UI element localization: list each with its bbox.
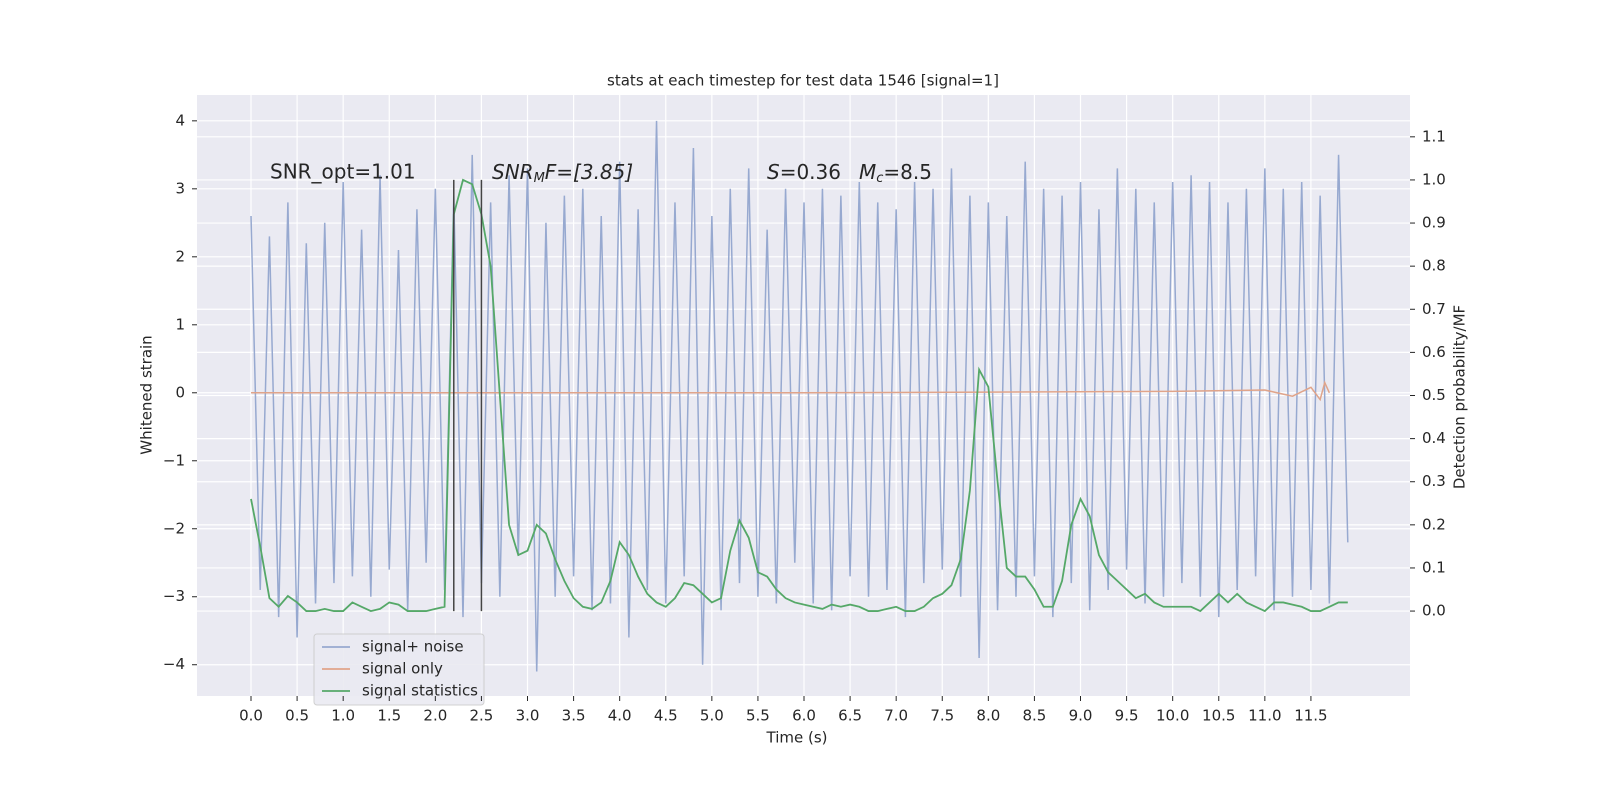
x-tick-label: 8.5	[1022, 707, 1046, 725]
legend-label: signal statistics	[362, 682, 478, 700]
legend-label: signal+ noise	[362, 638, 464, 656]
y-tick-label: 1	[175, 315, 185, 333]
x-tick-label: 2.5	[469, 707, 493, 725]
y2-tick-label: 0.4	[1422, 429, 1446, 447]
y-tick-label: 2	[175, 247, 185, 265]
y-tick-label: −4	[163, 655, 185, 673]
x-tick-label: 6.0	[792, 707, 816, 725]
x-tick-label: 6.5	[838, 707, 862, 725]
x-tick-label: 1.0	[331, 707, 355, 725]
annotation-part: c	[876, 171, 883, 186]
y2-tick-label: 0.5	[1422, 386, 1446, 404]
x-tick-label: 11.5	[1294, 707, 1327, 725]
x-tick-label: 3.0	[516, 707, 540, 725]
series-line	[251, 380, 1331, 402]
y-tick-label: 3	[175, 179, 185, 197]
y2-tick-label: 1.0	[1422, 170, 1446, 188]
x-tick-label: 9.5	[1115, 707, 1139, 725]
x-tick-label: 1.5	[377, 707, 401, 725]
annotation: S=0.36	[767, 160, 841, 184]
y2-tick-label: 0.9	[1422, 214, 1446, 232]
marks	[250, 120, 1349, 672]
x-tick-label: 10.5	[1202, 707, 1235, 725]
x-tick-label: 0.0	[239, 707, 263, 725]
legend: signal+ noise signal only signal statistic…	[313, 633, 485, 706]
y-tick-label: 0	[175, 383, 185, 401]
x-tick-label: 10.0	[1156, 707, 1189, 725]
y2-tick-label: 0.8	[1422, 257, 1446, 275]
y-tick-label: −2	[163, 519, 185, 537]
x-axis-label: Time (s)	[766, 729, 828, 747]
annotation-part: SNR	[492, 160, 534, 184]
annotation: SNR_opt=1.01	[270, 160, 416, 184]
annotation: Mc=8.5	[859, 160, 932, 186]
x-tick-label: 2.0	[423, 707, 447, 725]
legend-label: signal only	[362, 660, 443, 678]
x-tick-label: 5.0	[700, 707, 724, 725]
y-tick-label: −1	[163, 451, 185, 469]
y2-tick-label: 0.7	[1422, 300, 1446, 318]
x-tick-label: 0.5	[285, 707, 309, 725]
x-tick-label: 4.0	[608, 707, 632, 725]
y2-axis-label: Detection probability/MF	[1451, 305, 1469, 489]
annotation-part: =0.36	[780, 160, 841, 184]
annotation-part: M	[859, 160, 876, 184]
y-tick-label: −3	[163, 587, 185, 605]
x-tick-label: 3.5	[562, 707, 586, 725]
y2-tick-label: 0.1	[1422, 558, 1446, 576]
series-line	[250, 120, 1349, 672]
x-tick-label: 11.0	[1248, 707, 1281, 725]
y2-tick-label: 0.6	[1422, 343, 1446, 361]
x-tick-label: 9.0	[1069, 707, 1093, 725]
x-tick-label: 4.5	[654, 707, 678, 725]
y2-tick-label: 0.3	[1422, 472, 1446, 490]
chart-title: stats at each timestep for test data 154…	[607, 72, 999, 90]
y2-tick-label: 1.1	[1422, 127, 1446, 145]
annotation-part: F=[3.85]	[545, 160, 633, 184]
annotation-part: =8.5	[883, 160, 932, 184]
y2-tick-label: 0.2	[1422, 515, 1446, 533]
series-line	[250, 178, 1348, 613]
y2-tick-label: 0.0	[1422, 602, 1446, 620]
annotation: SNRMF=[3.85]	[492, 160, 633, 186]
legend-box	[313, 633, 485, 706]
annotation-part: M	[534, 171, 545, 186]
y-axis-label: Whitened strain	[138, 335, 156, 454]
x-tick-label: 5.5	[746, 707, 770, 725]
x-tick-label: 8.0	[976, 707, 1000, 725]
x-tick-label: 7.5	[930, 707, 954, 725]
annotation-part: S	[767, 160, 780, 184]
x-tick-label: 7.0	[884, 707, 908, 725]
y-tick-label: 4	[175, 111, 185, 129]
